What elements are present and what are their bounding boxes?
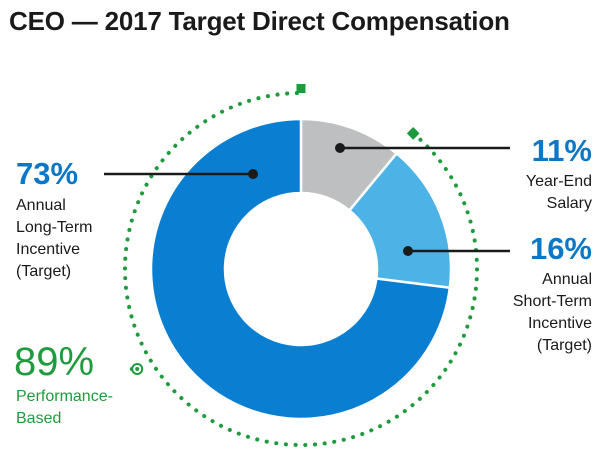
callout-lines — [104, 143, 510, 256]
short-term-percent: 16% — [529, 231, 592, 266]
donut-slices — [149, 117, 453, 421]
arc-start-diamond-marker — [406, 127, 420, 140]
short-term-label: Annual Short-Term Incentive (Target) — [512, 271, 592, 354]
performance-dotted-arc — [123, 91, 479, 447]
performance-ring-center — [135, 367, 140, 371]
performance-label: Performance- Based — [16, 388, 113, 427]
arc-end-square-marker — [296, 84, 306, 93]
performance-percent: 89% — [14, 340, 95, 384]
performance-arc — [123, 84, 479, 447]
salary-callout-dot — [335, 143, 345, 153]
long-term-percent: 73% — [16, 156, 79, 191]
long-term-label: Annual Long-Term Incentive (Target) — [16, 197, 93, 280]
short-term-callout-dot — [403, 246, 413, 256]
slice-long-term-incentive — [149, 117, 452, 421]
long-term-callout-dot — [248, 169, 258, 179]
salary-label: Year-End Salary — [525, 173, 592, 212]
chart-title: CEO — 2017 Target Direct Compensation — [9, 6, 510, 36]
salary-percent: 11% — [531, 133, 592, 168]
